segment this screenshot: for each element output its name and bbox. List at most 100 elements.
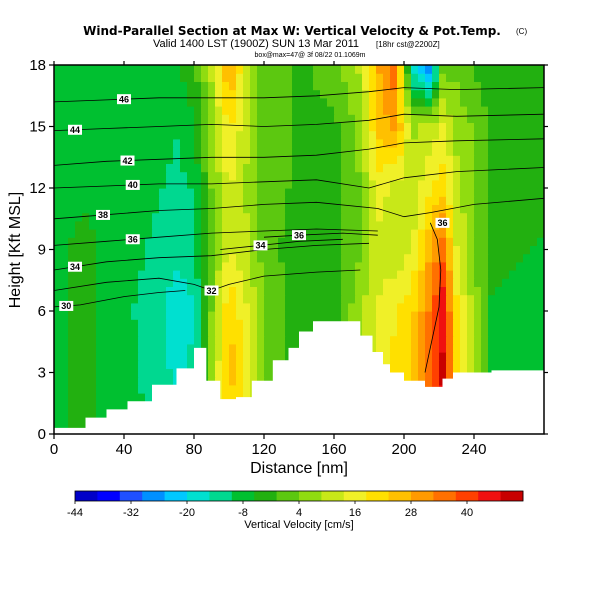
field-cell [54,196,62,205]
field-cell [369,81,377,91]
field-cell [54,401,62,410]
field-cell [194,97,202,107]
field-cell [75,319,83,328]
field-cell [432,73,440,82]
field-cell [208,73,216,82]
field-cell [481,286,489,296]
field-cell [117,286,125,296]
field-cell [313,270,321,279]
field-cell [481,352,489,361]
field-cell [446,343,454,353]
field-cell [313,212,321,222]
field-cell [509,360,517,369]
field-cell [124,319,132,328]
field-cell [243,163,251,173]
field-cell [110,327,118,337]
field-cell [509,237,517,246]
field-cell [369,73,377,82]
field-cell [418,335,426,345]
field-cell [201,65,209,74]
field-cell [96,401,104,410]
field-cell [418,368,426,378]
field-cell [110,376,118,386]
field-cell [481,122,489,132]
field-cell [495,253,503,263]
field-cell [495,220,503,230]
field-cell [75,417,83,427]
field-cell [341,89,349,99]
field-cell [418,245,426,255]
field-cell [383,65,391,74]
field-cell [180,245,188,255]
field-cell [271,114,279,123]
field-cell [488,302,496,312]
field-cell [537,171,544,181]
field-cell [75,343,83,353]
field-cell [257,171,265,181]
field-cell [215,188,223,197]
field-cell [509,155,517,164]
field-cell [369,229,377,238]
field-cell [194,106,202,115]
field-cell [299,270,307,279]
field-cell [89,237,97,246]
field-cell [530,122,538,132]
field-cell [117,196,125,205]
field-cell [299,122,307,132]
field-cell [292,147,300,156]
field-cell [54,155,62,164]
field-cell [383,220,391,230]
field-cell [439,196,447,205]
field-cell [516,138,524,148]
field-cell [523,278,531,287]
field-cell [264,327,272,337]
field-cell [257,220,265,230]
contour-label-bg [117,94,131,105]
field-cell [481,261,489,271]
field-cell [474,237,482,246]
field-cell [103,302,111,312]
field-cell [194,155,202,164]
field-cell [271,65,279,74]
field-cell [103,106,111,115]
field-cell [103,311,111,320]
field-cell [376,155,384,164]
field-cell [474,229,482,238]
field-cell [145,368,153,378]
field-cell [537,106,544,115]
field-cell [327,253,335,263]
field-cell [446,147,454,156]
field-cell [187,204,195,214]
field-cell [75,106,83,115]
contour-label: 38 [98,210,108,220]
field-cell [75,73,83,82]
field-cell [390,335,398,345]
field-cell [159,171,167,181]
field-cell [110,212,118,222]
field-cell [460,179,468,189]
field-cell [110,261,118,271]
field-cell [250,188,258,197]
field-cell [250,81,258,91]
field-cell [187,81,195,91]
field-cell [229,114,237,123]
field-cell [215,237,223,246]
field-cell [54,360,62,369]
field-cell [390,311,398,320]
field-cell [61,196,69,205]
field-cell [292,245,300,255]
field-cell [208,81,216,91]
field-cell [131,376,139,386]
field-cell [411,65,419,74]
field-cell [54,417,62,427]
field-cell [110,294,118,304]
field-cell [516,327,524,337]
field-cell [271,270,279,279]
field-cell [453,311,461,320]
field-cell [243,286,251,296]
field-cell [89,138,97,148]
field-cell [537,319,544,328]
field-cell [222,179,230,189]
field-cell [530,311,538,320]
field-cell [82,409,90,419]
